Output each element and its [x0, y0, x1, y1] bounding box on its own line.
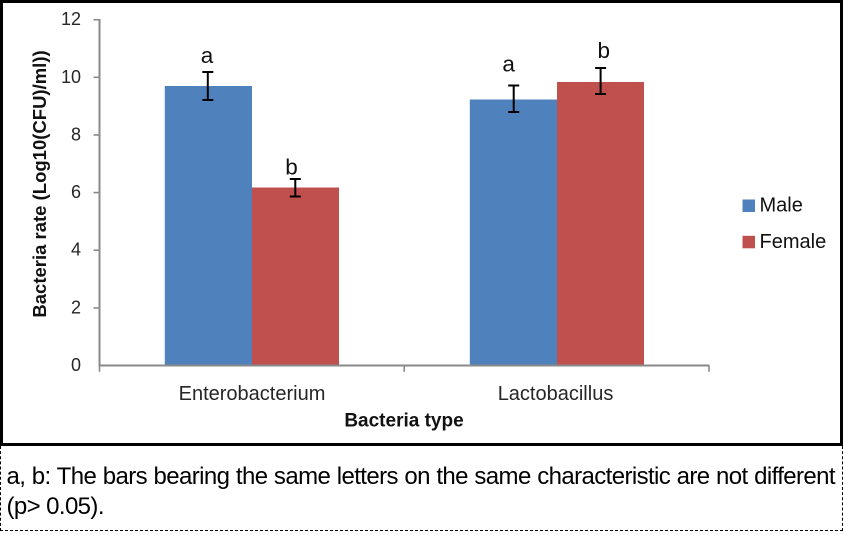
svg-text:Male: Male [760, 195, 803, 217]
svg-text:Enterobacterium: Enterobacterium [179, 383, 326, 405]
svg-text:4: 4 [71, 240, 81, 260]
svg-text:8: 8 [71, 125, 81, 145]
svg-text:0: 0 [71, 355, 81, 375]
svg-text:10: 10 [61, 67, 81, 87]
svg-text:b: b [598, 38, 611, 63]
svg-text:Bacteria rate (Log10(CFU)/ml)): Bacteria rate (Log10(CFU)/ml)) [29, 50, 50, 317]
svg-text:b: b [285, 155, 298, 180]
svg-text:Bacteria type: Bacteria type [344, 411, 463, 432]
svg-text:a: a [502, 52, 515, 77]
svg-text:6: 6 [71, 182, 81, 202]
svg-text:a: a [201, 43, 214, 68]
svg-text:12: 12 [61, 9, 81, 29]
svg-text:Lactobacillus: Lactobacillus [498, 383, 614, 405]
svg-text:2: 2 [71, 297, 81, 317]
svg-text:Female: Female [760, 231, 827, 253]
